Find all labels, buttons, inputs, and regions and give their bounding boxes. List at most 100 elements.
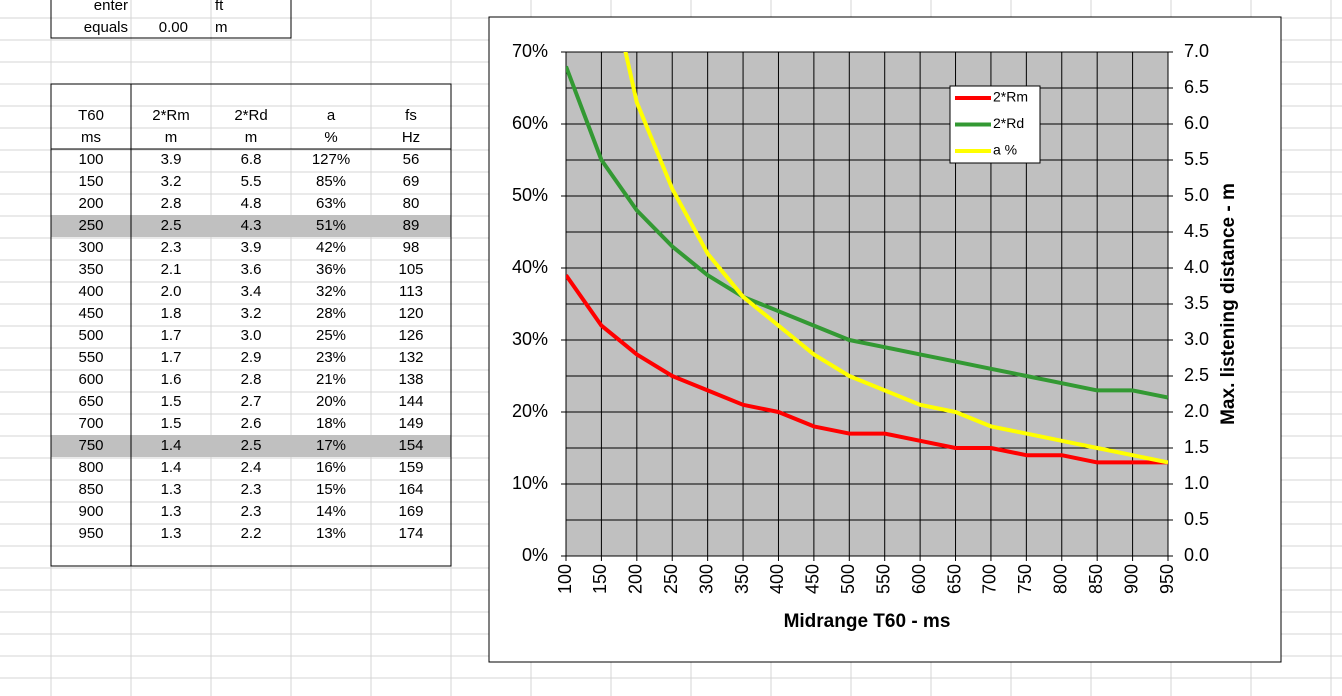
table-cell: 120 <box>398 305 423 322</box>
table-cell: 23% <box>316 349 346 366</box>
table-cell: 56 <box>403 151 420 168</box>
y-tick-label: 50% <box>512 185 548 205</box>
legend-label: a % <box>993 142 1017 158</box>
y-tick-label: 20% <box>512 401 548 421</box>
x-axis-title: Midrange T60 - ms <box>784 611 951 632</box>
legend-label: 2*Rm <box>993 89 1028 105</box>
table-cell: 164 <box>398 481 423 498</box>
x-tick-label: 950 <box>1157 564 1177 594</box>
table-cell: 21% <box>316 371 346 388</box>
table-cell: 98 <box>403 239 420 256</box>
table-cell: 950 <box>78 525 103 542</box>
table-cell: 3.2 <box>161 173 182 190</box>
table-cell: 126 <box>398 327 423 344</box>
header-cell: T60 <box>78 107 104 124</box>
table-cell: 18% <box>316 415 346 432</box>
table-cell: 36% <box>316 261 346 278</box>
y2-tick-label: 6.0 <box>1184 113 1209 133</box>
table-cell: 350 <box>78 261 103 278</box>
header-cell: ms <box>81 129 101 146</box>
table-cell: 1.8 <box>161 305 182 322</box>
y2-tick-label: 2.0 <box>1184 401 1209 421</box>
table-cell: 25% <box>316 327 346 344</box>
series-line <box>566 274 1168 465</box>
x-tick-label: 450 <box>803 564 823 594</box>
table-cell: 5.5 <box>241 173 262 190</box>
table-cell: 1.3 <box>161 525 182 542</box>
y2-tick-label: 6.5 <box>1184 77 1209 97</box>
table-cell: 16% <box>316 459 346 476</box>
header-cell: Hz <box>402 129 420 146</box>
table-cell: 2.8 <box>161 195 182 212</box>
table-cell: 3.2 <box>241 305 262 322</box>
series-line <box>623 52 1168 465</box>
table-cell: 2.8 <box>241 371 262 388</box>
table-cell: 2.0 <box>161 283 182 300</box>
x-tick-label: 250 <box>661 564 681 594</box>
y-tick-label: 0% <box>522 545 548 565</box>
y2-tick-label: 4.5 <box>1184 221 1209 241</box>
header-cell: a <box>327 107 336 124</box>
input-box <box>50 0 292 39</box>
table-cell: 100 <box>78 151 103 168</box>
y2-tick-label: 0.0 <box>1184 545 1209 565</box>
header-cell: m <box>165 129 178 146</box>
table-cell: 28% <box>316 305 346 322</box>
x-tick-label: 850 <box>1086 564 1106 594</box>
table-cell: 550 <box>78 349 103 366</box>
table-cell: 1.3 <box>161 503 182 520</box>
table-cell: 113 <box>399 283 423 300</box>
x-tick-label: 400 <box>767 564 787 594</box>
y-tick-label: 60% <box>512 113 548 133</box>
table-cell: 2.7 <box>241 393 262 410</box>
table-cell: 14% <box>316 503 346 520</box>
table-cell: 650 <box>78 393 103 410</box>
x-tick-label: 700 <box>980 564 1000 594</box>
y2-tick-label: 5.0 <box>1184 185 1209 205</box>
y-tick-label: 30% <box>512 329 548 349</box>
table-cell: 900 <box>78 503 103 520</box>
table-cell: 500 <box>78 327 103 344</box>
y-tick-label: 10% <box>512 473 548 493</box>
table-cell: 51% <box>316 217 346 234</box>
x-tick-label: 600 <box>909 564 929 594</box>
table-cell: 1.4 <box>161 459 182 476</box>
equals-value: 0.00 <box>159 19 188 36</box>
y2-tick-label: 4.0 <box>1184 257 1209 277</box>
y2-tick-label: 1.0 <box>1184 473 1209 493</box>
table-cell: 750 <box>78 437 103 454</box>
header-cell: 2*Rd <box>234 107 267 124</box>
table-cell: 400 <box>78 283 103 300</box>
table-cell: 17% <box>316 437 346 454</box>
table-cell: 150 <box>78 173 103 190</box>
table-cell: 2.3 <box>241 503 262 520</box>
header-cell: % <box>324 129 337 146</box>
equals-label: equals <box>84 19 128 36</box>
table-cell: 85% <box>316 173 346 190</box>
table-cell: 1.3 <box>161 481 182 498</box>
table-cell: 174 <box>398 525 423 542</box>
x-tick-label: 150 <box>590 564 610 594</box>
y2-tick-label: 3.5 <box>1184 293 1209 313</box>
table-cell: 1.6 <box>161 371 182 388</box>
table-cell: 3.9 <box>161 151 182 168</box>
table-cell: 250 <box>78 217 103 234</box>
y-tick-label: 40% <box>512 257 548 277</box>
series-line <box>566 65 1168 400</box>
y2-tick-label: 7.0 <box>1184 41 1209 61</box>
row-highlight <box>51 435 451 457</box>
table-cell: 3.0 <box>241 327 262 344</box>
table-cell: 3.4 <box>241 283 262 300</box>
x-tick-label: 300 <box>696 564 716 594</box>
header-cell: fs <box>405 107 417 124</box>
table-cell: 2.3 <box>241 481 262 498</box>
header-cell: m <box>245 129 258 146</box>
table-cell: 2.5 <box>161 217 182 234</box>
table-cell: 1.4 <box>161 437 182 454</box>
table-cell: 149 <box>398 415 423 432</box>
legend-label: 2*Rd <box>993 115 1024 131</box>
row-highlight <box>51 215 451 237</box>
table-cell: 4.3 <box>241 217 262 234</box>
table-cell: 138 <box>398 371 423 388</box>
